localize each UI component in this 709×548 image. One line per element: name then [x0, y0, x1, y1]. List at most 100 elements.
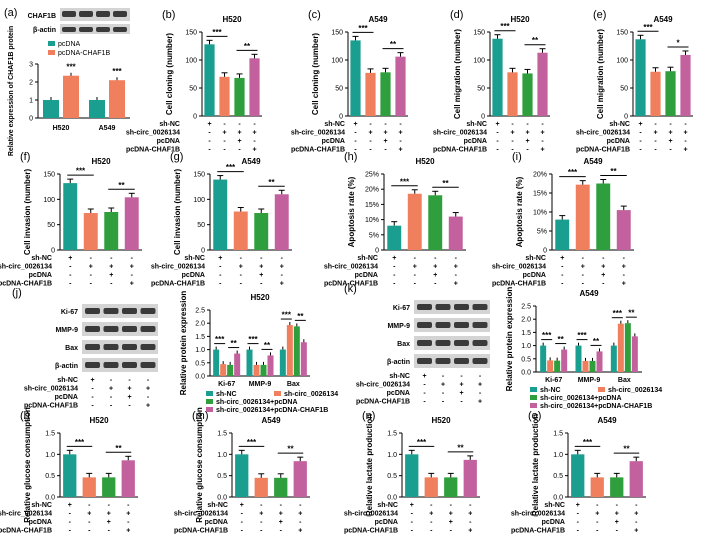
panel-g-group-mark: -: [260, 281, 263, 288]
panel-j-group-label: sh-circ_0026134: [24, 386, 78, 393]
panel-b-group-mark: +: [237, 130, 241, 137]
panel-o-group-mark: +: [634, 511, 638, 518]
panel-m-group-mark: +: [298, 511, 302, 518]
panel-m-group-mark: +: [240, 502, 244, 509]
panel-i-group-mark: +: [601, 264, 605, 271]
panel-i-group-mark: -: [623, 272, 626, 279]
panel-d-group-mark: -: [496, 147, 499, 154]
panel-g-ytick-label: 50: [197, 222, 205, 229]
panel-k-group-mark: -: [479, 390, 482, 397]
panel-g-group-mark: -: [240, 272, 243, 279]
panel-d-group-mark: -: [496, 130, 499, 137]
panel-j-sig-label: **: [231, 339, 238, 348]
panel-k-band: [472, 322, 488, 328]
panel-k-group-label: sh-NC: [389, 373, 410, 380]
panel-i-group-mark: +: [622, 281, 626, 288]
panel-g-group-label: pcDNA: [182, 272, 205, 279]
panel-m-title: A549: [261, 416, 281, 425]
panel-j-group-mark: -: [91, 394, 94, 401]
panel-b-group-mark: +: [207, 121, 211, 128]
panel-j-legend-label: sh-circ_0026134+pcDNA-CHAF1B: [216, 407, 328, 414]
panel-m-group-mark: +: [279, 519, 283, 526]
panel-h-sig-label: ***: [400, 177, 410, 186]
panel-j-group-mark: -: [110, 403, 113, 410]
panel-e-group-mark: +: [638, 121, 642, 128]
panel-k-category-label: Bax: [618, 377, 631, 384]
panel-j-band: [122, 362, 137, 368]
panel-l-group-mark: -: [127, 519, 130, 526]
panel-n-group-mark: -: [411, 519, 414, 526]
panel-a-blot-label: CHAF1B: [28, 13, 56, 20]
panel-k-group-mark: -: [460, 399, 463, 406]
panel-l-group-mark: +: [87, 511, 91, 518]
panel-j-blot-label: β-actin: [55, 363, 78, 370]
panel-k-band: [417, 358, 432, 364]
panel-j-ytick-label: 2.0: [195, 321, 205, 328]
panel-j-group-mark: -: [91, 386, 94, 393]
panel-e-group-mark: +: [653, 130, 657, 137]
panel-f-sig-label: ***: [76, 167, 86, 176]
panel-o-ytick-label: 1.5: [553, 431, 563, 438]
panel-k-blot-label: Bax: [397, 341, 410, 348]
panel-j-ytick-label: 1.5: [195, 334, 205, 341]
panel-k-band: [472, 304, 488, 310]
panel-e-group-mark: -: [654, 121, 657, 128]
panel-l-bar: [121, 460, 135, 497]
panel-k-sig-label: **: [558, 335, 565, 344]
panel-g-bar: [254, 213, 269, 250]
panel-m-group-mark: +: [279, 511, 283, 518]
panel-j-group-mark: +: [90, 377, 94, 384]
panel-h-ytick-label: 20%: [365, 187, 379, 194]
panel-l-group-mark: -: [108, 502, 111, 509]
panel-j-sig-label: ***: [215, 335, 225, 344]
panel-o-ytick-label: 0.5: [553, 473, 563, 480]
panel-o-group-mark: -: [596, 502, 599, 509]
panel-j-blot-label: Ki-67: [61, 309, 78, 316]
panel-g-bar: [213, 179, 228, 250]
panel-j-sig-label: **: [264, 341, 271, 350]
panel-a-band: [62, 27, 76, 32]
panel-d-ytick-label: 150: [473, 30, 485, 37]
panel-f-bar: [83, 213, 98, 250]
panel-e-bar: [665, 71, 676, 116]
panel-a-bar: [63, 75, 79, 118]
panel-g-group-mark: +: [239, 264, 243, 271]
panel-k-sig-label: **: [593, 337, 600, 346]
panel-m-sig-label: **: [287, 445, 294, 454]
panel-j-sig-label: ***: [282, 311, 292, 320]
panel-c-group-label: pcDNA: [322, 138, 345, 145]
panel-n-bar: [405, 454, 419, 497]
panel-l-group-mark: +: [68, 502, 72, 509]
panel-c-ytick-label: 150: [331, 30, 343, 37]
panel-f-group-mark: -: [90, 272, 93, 279]
panel-d-letter: (d): [450, 9, 463, 21]
panel-a-category-label: A549: [99, 125, 116, 132]
panel-g-bar: [274, 194, 289, 250]
panel-e-group-mark: -: [669, 147, 672, 154]
panel-o-group-mark: -: [616, 502, 619, 509]
panel-k-blot: [414, 354, 490, 368]
panel-k-group-mark: +: [441, 382, 445, 389]
panel-k-legend-label: sh-circ_0026134+pcDNA-CHAF1B: [540, 403, 652, 410]
panel-k-group-label: pcDNA: [387, 390, 410, 397]
panel-j-bar: [300, 342, 307, 376]
panel-n-title: H520: [431, 416, 451, 425]
panel-a-legend-label: pcDNA-CHAF1B: [58, 50, 110, 57]
panel-e-group-mark: -: [684, 121, 687, 128]
panel-k-blot: [414, 318, 490, 332]
panel-e-group-mark: -: [654, 147, 657, 154]
panel-f-group-label: sh-circ_0026134: [0, 264, 52, 271]
panel-f-group-mark: -: [69, 272, 72, 279]
panel-l-ytick-label: 0.0: [45, 495, 55, 502]
panel-k-group-mark: +: [422, 373, 426, 380]
panel-n-ylabel: Relative lactate production: [365, 414, 374, 516]
panel-f-ylabel: Cell invasion (number): [23, 169, 32, 256]
panel-g-title: A549: [241, 157, 261, 166]
panel-g-ytick-label: 100: [193, 197, 205, 204]
panel-h-group-mark: -: [393, 272, 396, 279]
panel-l-ylabel: Relative glucose consumption: [23, 407, 32, 523]
panel-j-bar: [227, 364, 234, 376]
panel-j-band: [85, 326, 100, 332]
panel-h-group-mark: -: [434, 255, 437, 262]
